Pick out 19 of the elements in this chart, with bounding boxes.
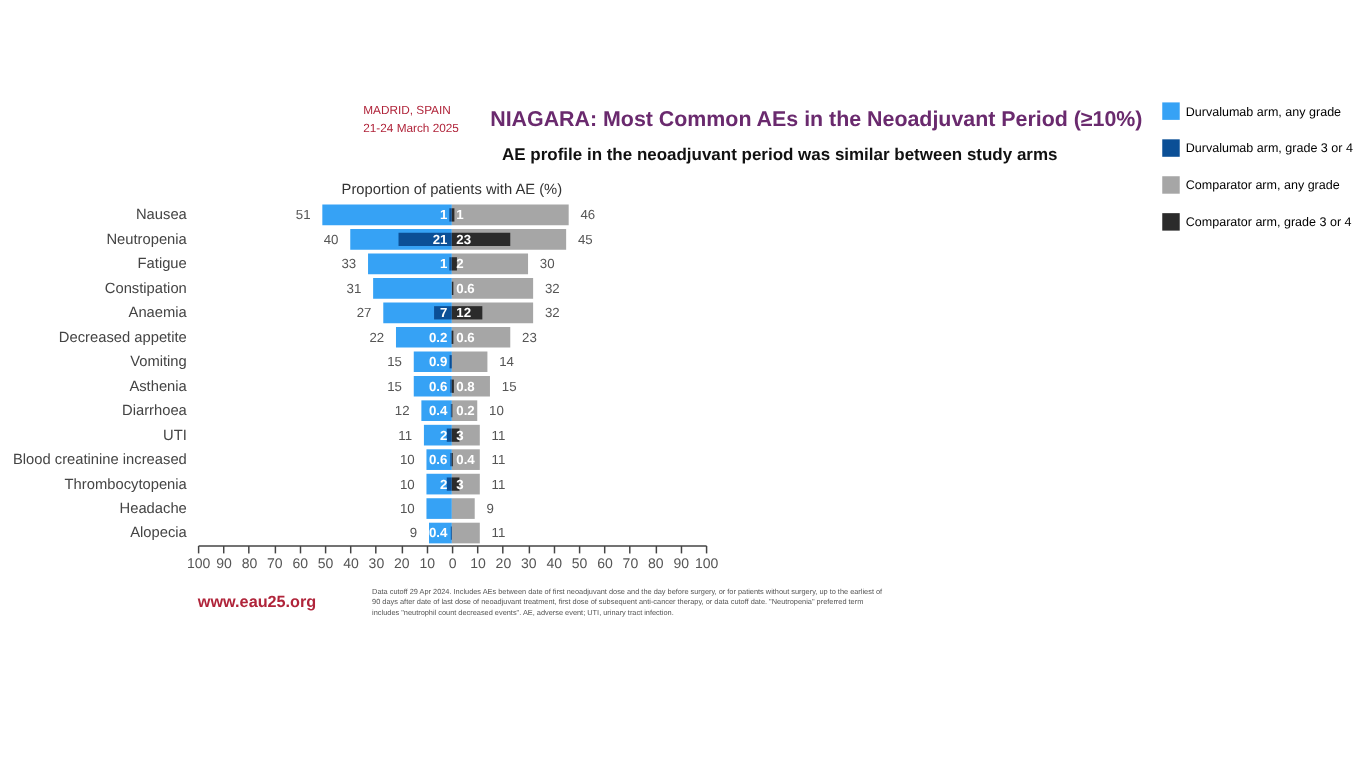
y-tick-label: Nausea: [135, 205, 189, 224]
y-tick-label: UTI: [163, 425, 187, 444]
x-axis-title: Proportion of patients with AE (%): [341, 179, 563, 198]
text: www.eau25.org: [195, 593, 317, 612]
bar: [451, 257, 457, 271]
y-tick-label: Asthenia: [129, 376, 189, 395]
y-tick-label: Blood creatinine increased: [12, 450, 187, 469]
y-tick-label: Decreased appetite: [58, 327, 187, 346]
y-tick-label: Constipation: [104, 278, 187, 297]
y-tick-label: Alopecia: [130, 523, 189, 542]
y-tick-label: Thrombocytopenia: [64, 474, 189, 493]
y-tick-label: Fatigue: [137, 254, 187, 273]
y-tick-label: Neutropenia: [106, 229, 189, 248]
y-tick-label: Headache: [119, 499, 187, 517]
y-tick-label: Diarrhoea: [122, 401, 189, 420]
y-tick-label: Anaemia: [128, 303, 189, 322]
text: AE profile in the neoadjuvant period was similar between study arms: [502, 143, 1059, 164]
text: NIAGARA: Most Common AEs in the Neoadjuvant Period (≥10%): [490, 107, 1144, 132]
y-tick-label: Vomiting: [130, 352, 187, 371]
